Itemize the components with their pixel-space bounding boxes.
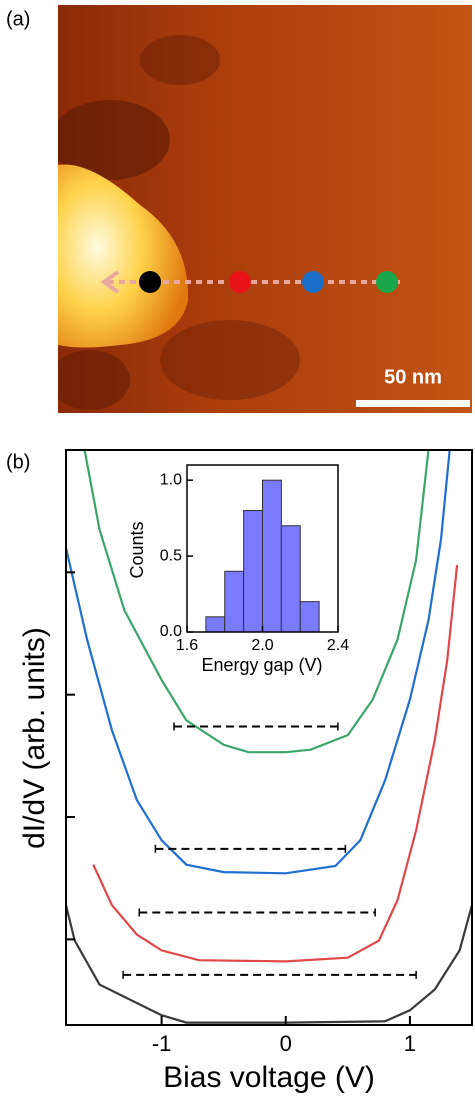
x-axis-label: Bias voltage (V)	[163, 1061, 375, 1094]
histogram-bar	[262, 479, 282, 633]
spectrum-line	[83, 449, 430, 754]
panel-label: (b)	[6, 451, 30, 473]
x-tick-label: -1	[152, 1031, 172, 1056]
x-tick-label: 1.6	[176, 637, 198, 654]
y-axis-label: Counts	[127, 521, 147, 578]
panel-label: (a)	[6, 8, 30, 30]
y-tick-label: 0.5	[160, 547, 182, 564]
x-tick-label: 2.0	[251, 637, 273, 654]
spectrum-line	[64, 449, 451, 875]
x-axis-label: Energy gap (V)	[201, 655, 322, 675]
histogram-bar	[280, 525, 301, 633]
histogram-bar	[224, 570, 245, 633]
histogram-bar	[205, 616, 226, 633]
y-tick-label: 1.0	[160, 471, 182, 488]
scale-bar-label: 50 nm	[384, 366, 442, 388]
x-tick-label: 2.4	[327, 637, 349, 654]
y-axis-label: dI/dV (arb. units)	[18, 627, 51, 849]
histogram-bar	[299, 601, 320, 633]
histogram-bar	[243, 510, 263, 633]
spectrum-line	[64, 904, 474, 1024]
x-tick-label: 1	[404, 1031, 416, 1056]
stm-image	[58, 5, 472, 413]
x-tick-label: 0	[280, 1031, 292, 1056]
plot-frame	[65, 449, 473, 1026]
y-tick-label: 0.0	[160, 623, 182, 640]
spectrum-line	[92, 564, 459, 963]
